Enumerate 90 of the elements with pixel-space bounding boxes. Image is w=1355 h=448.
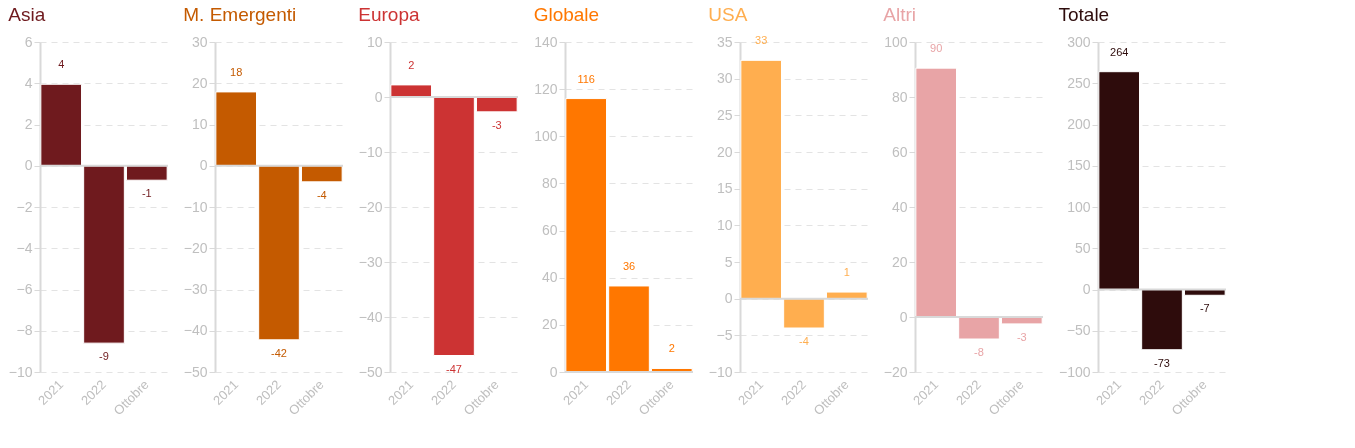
data-label: -73: [1154, 356, 1170, 369]
y-tick-label: 4: [24, 74, 33, 91]
y-tick-label: 20: [716, 143, 733, 160]
y-tick-label: 50: [1074, 239, 1091, 256]
y-tick-label: −5: [716, 326, 733, 343]
data-label: -8: [974, 346, 984, 358]
y-tick-label: −20: [183, 239, 208, 256]
y-tick-label: 6: [24, 33, 33, 50]
y-tick-label: 80: [891, 88, 908, 105]
y-tick-label: 5: [724, 253, 733, 270]
y-tick-label: 40: [891, 198, 908, 215]
y-tick-label: 120: [534, 80, 558, 97]
data-label: 36: [622, 259, 636, 272]
chart-title: Altri: [883, 4, 916, 25]
y-tick-label: 10: [191, 116, 208, 132]
y-tick-label: −50: [1066, 322, 1091, 339]
y-tick-label: 0: [549, 363, 558, 380]
y-tick-label: 80: [541, 174, 558, 191]
chart-title: Asia: [8, 4, 46, 25]
y-tick-label: 0: [1082, 281, 1091, 297]
bar: [825, 291, 868, 300]
y-tick-label: 35: [716, 33, 733, 50]
y-tick-label: 0: [724, 290, 733, 307]
y-tick-label: −10: [8, 363, 33, 380]
data-label: -9: [99, 350, 109, 363]
chart-title: Europa: [358, 4, 420, 25]
y-tick-label: 250: [1067, 74, 1091, 91]
y-tick-label: −40: [183, 322, 208, 339]
data-label: -42: [271, 346, 287, 359]
chart-title: USA: [708, 4, 748, 25]
y-tick-label: 100: [534, 127, 558, 144]
chart-title: Totale: [1058, 4, 1110, 25]
y-tick-label: 0: [899, 308, 908, 325]
y-tick-label: 0: [24, 157, 33, 174]
chart-title: Globale: [533, 4, 600, 25]
data-label: -1: [141, 187, 152, 200]
y-tick-label: −20: [358, 198, 383, 215]
data-label: 1: [843, 266, 850, 279]
y-tick-label: 60: [541, 222, 558, 239]
y-tick-label: 60: [891, 143, 908, 160]
data-label: 33: [755, 34, 768, 47]
data-label: 4: [58, 58, 65, 71]
y-tick-label: 10: [716, 216, 733, 233]
y-tick-label: −50: [183, 363, 208, 380]
data-label: 90: [930, 42, 943, 55]
y-tick-label: 140: [534, 33, 558, 50]
y-tick-label: −4: [16, 239, 33, 256]
y-tick-label: 30: [191, 33, 208, 50]
y-tick-label: −2: [16, 198, 33, 215]
data-label: -3: [1016, 330, 1027, 343]
y-tick-label: 25: [716, 106, 733, 123]
chart-title: M. Emergenti: [183, 4, 297, 25]
data-label: 18: [230, 65, 243, 78]
y-tick-label: −8: [16, 322, 33, 339]
y-tick-label: −40: [358, 308, 383, 325]
y-tick-label: 200: [1067, 116, 1091, 132]
y-tick-label: −30: [358, 253, 383, 270]
y-tick-label: −10: [358, 143, 383, 160]
y-tick-label: 100: [884, 33, 908, 50]
data-label: 116: [577, 72, 595, 85]
y-tick-label: 40: [541, 269, 558, 286]
y-tick-label: 100: [1067, 198, 1091, 215]
y-tick-label: 2: [24, 116, 33, 132]
bar: [740, 59, 783, 300]
data-label: 2: [668, 342, 675, 355]
y-tick-label: 15: [716, 180, 733, 197]
y-tick-label: −10: [183, 198, 208, 215]
data-label: -47: [446, 362, 462, 375]
y-tick-label: −30: [183, 281, 208, 297]
y-tick-label: 10: [366, 33, 383, 50]
data-label: -7: [1199, 302, 1210, 315]
y-tick-label: 0: [374, 88, 383, 105]
y-tick-label: 30: [716, 70, 733, 87]
data-label: 264: [1110, 45, 1129, 58]
y-tick-label: −50: [358, 363, 383, 380]
y-tick-label: 0: [199, 157, 208, 174]
y-tick-label: 150: [1067, 157, 1091, 174]
y-tick-label: −6: [16, 281, 33, 297]
y-tick-label: 20: [891, 253, 908, 270]
data-label: 2: [408, 58, 415, 71]
data-label: -4: [316, 188, 327, 201]
data-label: -4: [799, 335, 809, 347]
y-tick-label: −20: [883, 363, 908, 380]
bar: [783, 298, 825, 329]
y-tick-label: −100: [1058, 363, 1091, 380]
y-tick-label: 20: [541, 316, 558, 333]
y-tick-label: 20: [191, 74, 208, 91]
y-tick-label: 300: [1067, 33, 1091, 50]
y-tick-label: −10: [708, 363, 733, 380]
data-label: -3: [491, 118, 502, 131]
